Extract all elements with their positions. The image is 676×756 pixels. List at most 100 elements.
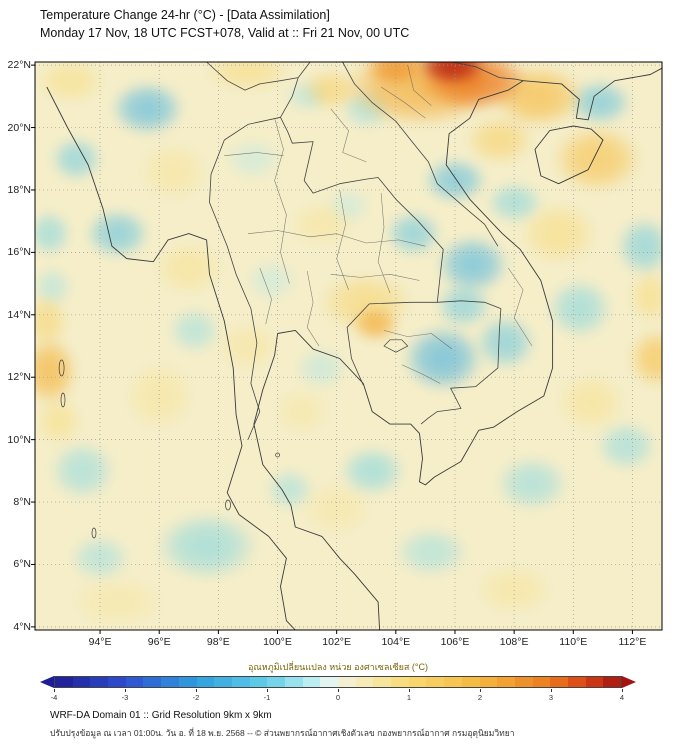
lat-tick-label: 22°N bbox=[7, 59, 31, 72]
anomaly-blob bbox=[342, 299, 408, 350]
colorbar-segment bbox=[267, 677, 285, 687]
colorbar-segment bbox=[444, 677, 462, 687]
colorbar-tickmark bbox=[622, 689, 623, 692]
lat-tick-label: 18°N bbox=[7, 183, 31, 196]
colorbar-tickmark bbox=[409, 689, 410, 692]
anomaly-blob bbox=[262, 380, 340, 443]
colorbar-segment bbox=[461, 677, 480, 687]
colorbar-segment bbox=[532, 677, 551, 687]
anomaly-blob bbox=[605, 205, 662, 287]
anomaly-blob bbox=[422, 224, 523, 306]
colorbar-segment bbox=[214, 677, 232, 687]
colorbar-tick-label: 3 bbox=[548, 693, 554, 702]
colorbar-segment bbox=[479, 677, 498, 687]
lon-tick-label: 98°E bbox=[206, 636, 230, 648]
lat-tick-label: 10°N bbox=[7, 433, 31, 446]
colorbar-segment bbox=[55, 677, 73, 687]
lon-tick-label: 102°E bbox=[322, 636, 352, 648]
colorbar-segment bbox=[108, 677, 126, 687]
colorbar-segment bbox=[514, 677, 533, 687]
colorbar-left-arrow bbox=[40, 676, 54, 688]
colorbar-segment bbox=[603, 677, 621, 687]
colorbar-segment bbox=[161, 677, 179, 687]
colorbar-segment bbox=[355, 677, 374, 687]
colorbar-segment bbox=[550, 677, 568, 687]
lon-tick-label: 110°E bbox=[559, 636, 588, 648]
anomaly-blob bbox=[381, 517, 482, 587]
colorbar-segment bbox=[426, 677, 445, 687]
colorbar-tickmark bbox=[480, 689, 481, 692]
anomaly-blob bbox=[236, 252, 308, 309]
anomaly-blob bbox=[215, 130, 293, 187]
anomaly-blob bbox=[534, 267, 624, 350]
anomaly-blob bbox=[159, 299, 231, 362]
colorbar-segment bbox=[249, 677, 268, 687]
colorbar-tick-label: 0 bbox=[335, 693, 341, 702]
anomaly-blob bbox=[135, 498, 278, 593]
lat-tick-label: 12°N bbox=[7, 371, 31, 384]
colorbar-segment bbox=[373, 677, 392, 687]
colorbar-tickmark bbox=[267, 689, 268, 692]
anomaly-blob bbox=[410, 149, 500, 212]
lon-tick-label: 96°E bbox=[147, 636, 171, 648]
anomaly-blob bbox=[481, 445, 583, 521]
colorbar-segments bbox=[54, 676, 622, 688]
colorbar-segment bbox=[302, 677, 321, 687]
lat-tick-label: 20°N bbox=[7, 121, 31, 134]
colorbar-segment bbox=[72, 677, 91, 687]
colorbar-segment bbox=[143, 677, 162, 687]
lon-tick-label: 100°E bbox=[263, 636, 292, 648]
page-title: Temperature Change 24-hr (°C) - [Data As… bbox=[40, 8, 330, 22]
lat-tick-label: 16°N bbox=[7, 246, 31, 259]
lon-tick-label: 112°E bbox=[618, 636, 647, 648]
colorbar-tick-label: 1 bbox=[406, 693, 412, 702]
colorbar-segment bbox=[338, 677, 356, 687]
colorbar-segment bbox=[90, 677, 109, 687]
colorbar-right-arrow bbox=[622, 676, 636, 688]
lat-tick-label: 6°N bbox=[13, 558, 31, 571]
colorbar-title: อุณหภูมิเปลี่ยนแปลง หน่วย องศาเซลเซียส (… bbox=[248, 662, 428, 672]
colorbar-segment bbox=[196, 677, 215, 687]
chart-subtitle: Monday 17 Nov, 18 UTC FCST+078, Valid at… bbox=[40, 26, 410, 40]
anomaly-blob bbox=[111, 349, 207, 443]
anomaly-blob bbox=[327, 436, 417, 506]
lon-tick-label: 108°E bbox=[499, 636, 529, 648]
colorbar-tick-label: -2 bbox=[192, 693, 200, 702]
colorbar-segment bbox=[585, 677, 604, 687]
colorbar-tick-label: 2 bbox=[477, 693, 483, 702]
colorbar-tickmark bbox=[338, 689, 339, 692]
colorbar-tickmark bbox=[54, 689, 55, 692]
temperature-field bbox=[35, 62, 662, 630]
anomaly-blob bbox=[97, 71, 198, 147]
lon-tick-label: 106°E bbox=[440, 636, 470, 648]
colorbar-segment bbox=[391, 677, 409, 687]
lat-tick-label: 8°N bbox=[13, 496, 31, 509]
colorbar-tick-label: 4 bbox=[619, 693, 625, 702]
colorbar-tick-label: -1 bbox=[263, 693, 271, 702]
colorbar-tick-label: -3 bbox=[121, 693, 129, 702]
colorbar-segment bbox=[320, 677, 338, 687]
colorbar-segment bbox=[497, 677, 515, 687]
colorbar-segment bbox=[408, 677, 427, 687]
footer-model-info: WRF-DA Domain 01 :: Grid Resolution 9km … bbox=[50, 710, 272, 721]
lon-tick-label: 94°E bbox=[88, 636, 112, 648]
colorbar-segment bbox=[284, 677, 303, 687]
colorbar-tickmark bbox=[125, 689, 126, 692]
colorbar-segment bbox=[125, 677, 144, 687]
anomaly-blob bbox=[277, 193, 367, 256]
colorbar-tickmark bbox=[196, 689, 197, 692]
lat-tick-label: 4°N bbox=[13, 620, 31, 633]
footer-attribution: ปรับปรุงข้อมูล ณ เวลา 01:00น. วัน อ. ที่… bbox=[50, 728, 515, 738]
anomaly-blob bbox=[585, 411, 662, 481]
anomaly-blob bbox=[256, 461, 322, 518]
anomaly-blob bbox=[40, 127, 112, 190]
colorbar-tickmark bbox=[551, 689, 552, 692]
colorbar-segment bbox=[567, 677, 586, 687]
colorbar-segment bbox=[178, 677, 197, 687]
colorbar-tick-label: -4 bbox=[50, 693, 58, 702]
anomaly-blob bbox=[73, 199, 163, 268]
colorbar-segment bbox=[231, 677, 250, 687]
lon-tick-label: 104°E bbox=[381, 636, 411, 648]
lat-tick-label: 14°N bbox=[7, 308, 31, 321]
